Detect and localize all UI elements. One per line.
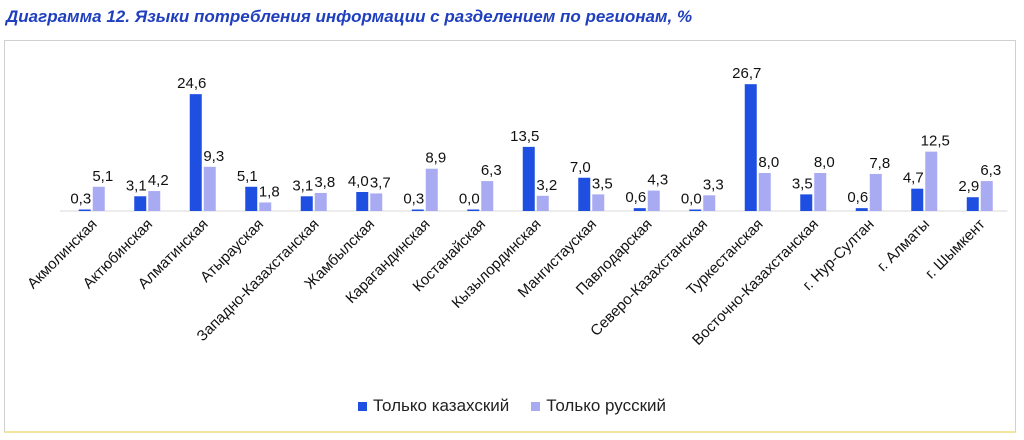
bar-kazakh[interactable] [689, 209, 702, 212]
data-label-russian: 1,8 [259, 183, 280, 200]
data-label-kazakh: 0,0 [681, 191, 702, 208]
bar-russian[interactable] [370, 193, 383, 211]
data-label-russian: 9,3 [203, 148, 224, 165]
bar-kazakh[interactable] [300, 196, 313, 211]
bar-russian[interactable] [481, 181, 494, 211]
bar-kazakh[interactable] [356, 192, 369, 211]
bar-russian[interactable] [259, 202, 272, 211]
data-label-kazakh: 13,5 [510, 128, 539, 145]
bar-russian[interactable] [925, 151, 938, 211]
data-label-kazakh: 0,0 [459, 191, 480, 208]
bar-kazakh[interactable] [911, 188, 924, 211]
legend-item-kazakh[interactable]: Только казахский [357, 396, 510, 416]
bar-kazakh[interactable] [189, 94, 202, 211]
bar-kazakh[interactable] [467, 209, 480, 212]
bar-kazakh[interactable] [78, 209, 91, 212]
legend-item-russian[interactable]: Только русский [531, 396, 666, 416]
bar-kazakh[interactable] [633, 208, 646, 211]
category-label: г. Алматы [874, 216, 933, 275]
data-label-kazakh: 2,9 [958, 178, 979, 195]
data-label-kazakh: 3,5 [792, 175, 813, 192]
data-label-russian: 4,2 [148, 172, 169, 189]
data-label-russian: 6,3 [481, 162, 502, 179]
data-label-kazakh: 3,1 [292, 177, 313, 194]
bar-kazakh[interactable] [245, 186, 258, 211]
bar-kazakh[interactable] [522, 146, 535, 211]
bar-kazakh[interactable] [800, 194, 813, 211]
data-label-russian: 3,3 [703, 176, 724, 193]
legend-swatch-kazakh [357, 401, 367, 411]
data-label-kazakh: 7,0 [570, 159, 591, 176]
data-label-russian: 7,8 [869, 155, 890, 172]
data-label-kazakh: 26,7 [732, 65, 761, 82]
chart-frame [4, 40, 1016, 433]
data-label-kazakh: 4,0 [348, 173, 369, 190]
data-label-kazakh: 0,6 [847, 189, 868, 206]
bar-russian[interactable] [869, 173, 882, 211]
data-label-kazakh: 0,6 [625, 189, 646, 206]
bar-russian[interactable] [425, 168, 438, 211]
data-label-russian: 3,2 [536, 177, 557, 194]
bar-russian[interactable] [92, 186, 105, 211]
data-label-russian: 6,3 [980, 162, 1001, 179]
bar-kazakh[interactable] [134, 196, 147, 211]
bar-russian[interactable] [814, 173, 827, 211]
bar-russian[interactable] [148, 191, 161, 211]
data-label-russian: 8,0 [814, 154, 835, 171]
data-label-russian: 5,1 [92, 168, 113, 185]
data-label-russian: 4,3 [647, 172, 668, 189]
bar-russian[interactable] [647, 190, 660, 211]
bar-kazakh[interactable] [966, 197, 979, 211]
bar-kazakh[interactable] [855, 208, 868, 211]
bar-russian[interactable] [536, 195, 549, 211]
data-label-kazakh: 3,1 [126, 177, 147, 194]
bar-kazakh[interactable] [411, 209, 424, 212]
bar-russian[interactable] [703, 195, 716, 211]
data-label-russian: 8,9 [425, 150, 446, 167]
legend-label-russian: Только русский [546, 396, 667, 415]
bar-kazakh[interactable] [744, 84, 757, 211]
data-label-kazakh: 24,6 [177, 75, 206, 92]
bar-russian[interactable] [592, 194, 605, 211]
data-label-kazakh: 5,1 [237, 168, 258, 185]
data-label-russian: 8,0 [758, 154, 779, 171]
data-label-russian: 3,5 [592, 175, 613, 192]
bar-russian[interactable] [980, 181, 993, 211]
bar-russian[interactable] [758, 173, 771, 211]
legend: Только казахский Только русский [0, 394, 1024, 418]
data-label-kazakh: 0,3 [70, 191, 91, 208]
legend-label-kazakh: Только казахский [372, 396, 510, 415]
bar-kazakh[interactable] [578, 177, 591, 211]
data-label-kazakh: 0,3 [403, 191, 424, 208]
legend-swatch-russian [531, 401, 541, 411]
bar-russian[interactable] [314, 192, 327, 211]
bar-russian[interactable] [203, 166, 216, 211]
data-label-russian: 3,8 [314, 174, 335, 191]
data-label-russian: 12,5 [921, 133, 950, 150]
data-label-kazakh: 4,7 [903, 170, 924, 187]
data-label-russian: 3,7 [370, 174, 391, 191]
chart-title: Диаграмма 12. Языки потребления информац… [6, 7, 693, 26]
category-label: г. Шымкент [922, 216, 989, 283]
